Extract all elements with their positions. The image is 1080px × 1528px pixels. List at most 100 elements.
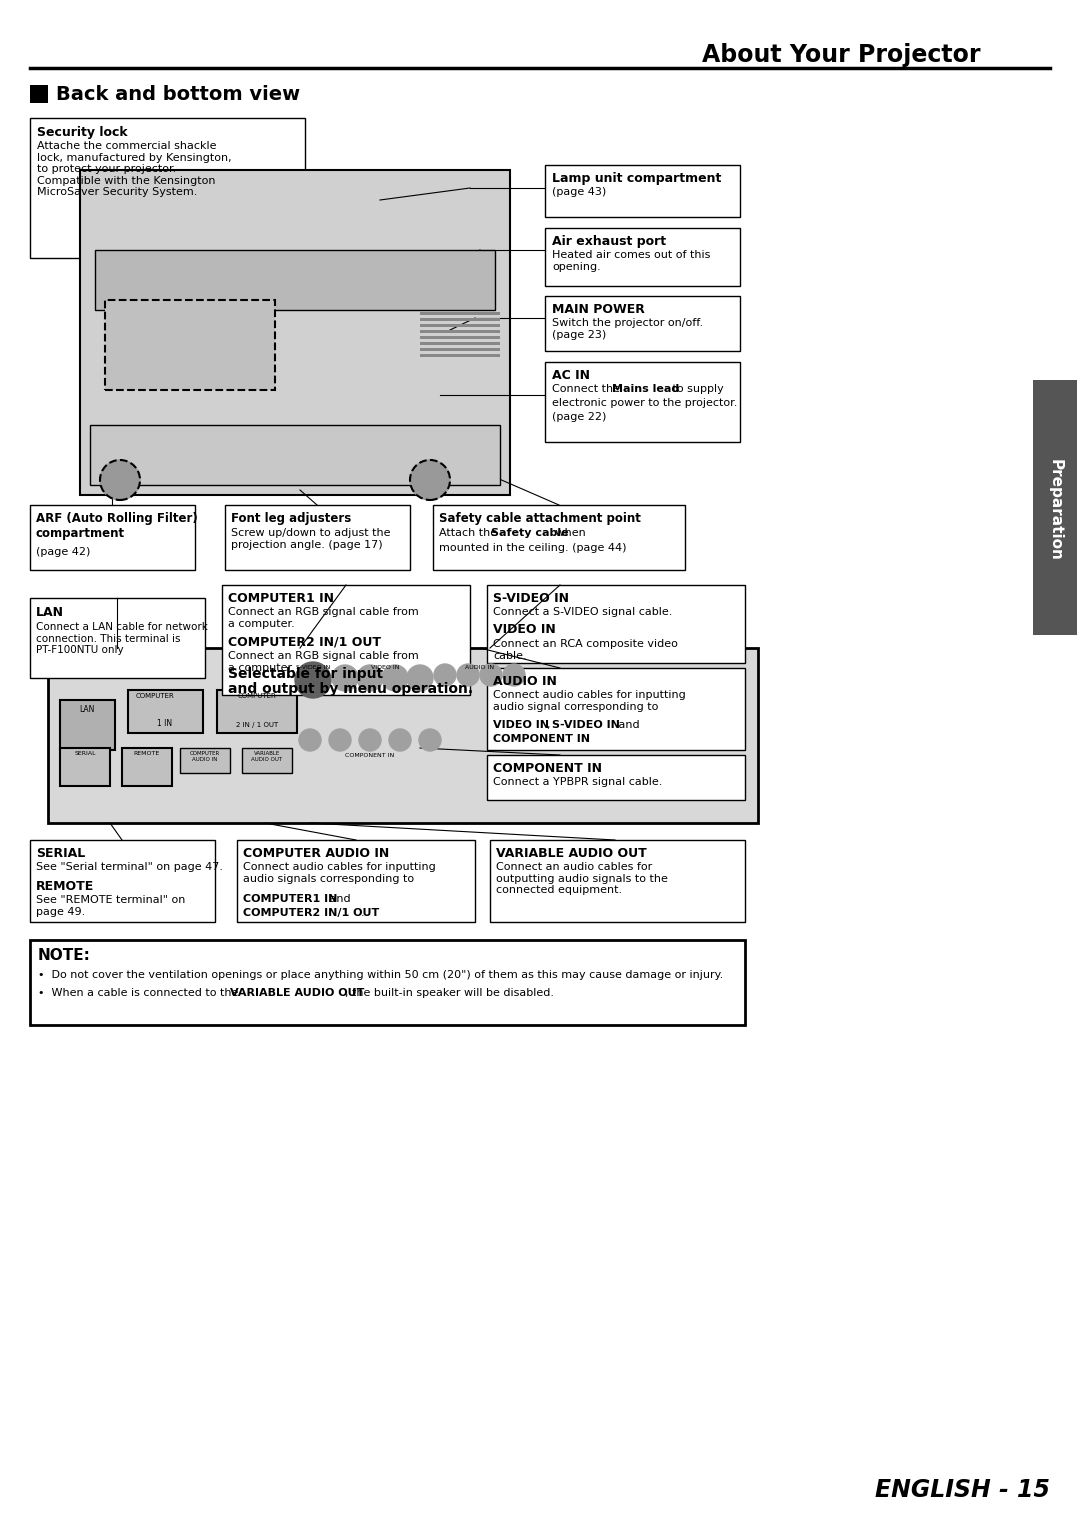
Circle shape [457, 665, 480, 686]
Bar [420, 324, 500, 327]
Bar [180, 749, 230, 773]
Text: Security lock: Security lock [37, 125, 127, 139]
Bar [487, 585, 745, 663]
Text: See "REMOTE terminal" on
page 49.: See "REMOTE terminal" on page 49. [36, 895, 186, 917]
Circle shape [480, 665, 502, 686]
Text: •  When a cable is connected to the: • When a cable is connected to the [38, 989, 242, 998]
Circle shape [332, 665, 357, 691]
Text: Attach the: Attach the [438, 529, 501, 538]
Bar [420, 330, 500, 333]
Text: Connect an audio cables for
outputting audio signals to the
connected equipment.: Connect an audio cables for outputting a… [496, 862, 667, 895]
Bar [433, 504, 685, 570]
Bar [242, 749, 292, 773]
Circle shape [434, 665, 456, 686]
Bar [60, 700, 114, 750]
Bar [420, 336, 500, 339]
Text: Connect a YPBPR signal cable.: Connect a YPBPR signal cable. [492, 778, 662, 787]
Text: REMOTE: REMOTE [36, 880, 94, 892]
Circle shape [295, 662, 330, 698]
Circle shape [419, 729, 441, 750]
Circle shape [329, 729, 351, 750]
Text: , the built-in speaker will be disabled.: , the built-in speaker will be disabled. [345, 989, 554, 998]
Text: AUDIO IN: AUDIO IN [492, 675, 557, 688]
Bar [90, 425, 500, 484]
Text: Switch the projector on/off.
(page 23): Switch the projector on/off. (page 23) [552, 318, 703, 339]
Text: COMPUTER2 IN/1 OUT: COMPUTER2 IN/1 OUT [243, 908, 379, 918]
Text: SERIAL: SERIAL [36, 847, 85, 860]
Text: VIDEO IN: VIDEO IN [492, 720, 549, 730]
Text: AUDIO IN: AUDIO IN [465, 665, 495, 669]
Text: COMPUTER: COMPUTER [136, 694, 174, 698]
Bar [545, 228, 740, 286]
Bar [30, 940, 745, 1025]
Bar [30, 840, 215, 921]
Circle shape [410, 460, 450, 500]
Text: AC IN: AC IN [552, 368, 590, 382]
Bar [420, 348, 500, 351]
Text: mounted in the ceiling. (page 44): mounted in the ceiling. (page 44) [438, 542, 626, 553]
Text: ARF (Auto Rolling Filter)
compartment: ARF (Auto Rolling Filter) compartment [36, 512, 198, 539]
Text: Connect audio cables for inputting
audio signal corresponding to: Connect audio cables for inputting audio… [492, 691, 686, 712]
Text: Connect an RCA composite video
cable.: Connect an RCA composite video cable. [492, 639, 678, 660]
Text: to supply: to supply [669, 384, 724, 394]
Bar [105, 299, 275, 390]
Bar [30, 118, 305, 258]
Text: (page 42): (page 42) [36, 547, 91, 558]
Text: ENGLISH - 15: ENGLISH - 15 [875, 1478, 1050, 1502]
Text: MAIN POWER: MAIN POWER [552, 303, 645, 316]
Text: About Your Projector: About Your Projector [702, 43, 980, 67]
Text: COMPONENT IN: COMPONENT IN [492, 762, 602, 775]
Text: See "Serial terminal" on page 47.: See "Serial terminal" on page 47. [36, 862, 222, 872]
Bar [30, 597, 205, 678]
Text: and output by menu operation.: and output by menu operation. [228, 681, 473, 695]
Text: LAN: LAN [79, 704, 95, 714]
Text: Font leg adjusters: Font leg adjusters [231, 512, 351, 526]
Bar [60, 749, 110, 785]
Bar [30, 504, 195, 570]
Bar [129, 691, 203, 733]
Circle shape [359, 729, 381, 750]
Text: 2 IN / 1 OUT: 2 IN / 1 OUT [235, 723, 279, 727]
Text: Connect the: Connect the [552, 384, 623, 394]
Text: ,: , [546, 720, 554, 730]
Text: .: . [586, 733, 590, 744]
Bar [487, 668, 745, 750]
Bar [225, 504, 410, 570]
Bar [122, 749, 172, 785]
Text: S-VIDEO IN: S-VIDEO IN [492, 591, 569, 605]
Text: VARIABLE
AUDIO OUT: VARIABLE AUDIO OUT [252, 750, 283, 762]
Bar [420, 342, 500, 345]
Text: REMOTE: REMOTE [134, 750, 160, 756]
Text: (page 43): (page 43) [552, 186, 606, 197]
Text: .: . [361, 908, 365, 918]
Bar [80, 170, 510, 495]
Text: COMPUTER1 IN: COMPUTER1 IN [243, 894, 337, 905]
Text: •  Do not cover the ventilation openings or place anything within 50 cm (20") of: • Do not cover the ventilation openings … [38, 970, 724, 979]
Text: (page 22): (page 22) [552, 413, 606, 422]
Bar [420, 354, 500, 358]
Text: LAN: LAN [36, 607, 64, 619]
Text: Connect a S-VIDEO signal cable.: Connect a S-VIDEO signal cable. [492, 607, 673, 617]
Bar [420, 312, 500, 315]
Text: COMPUTER AUDIO IN: COMPUTER AUDIO IN [243, 847, 389, 860]
Text: VIDEO IN: VIDEO IN [492, 623, 556, 636]
Circle shape [357, 665, 383, 691]
Text: Preparation: Preparation [1048, 458, 1063, 561]
Text: Back and bottom view: Back and bottom view [56, 84, 300, 104]
Text: Mains lead: Mains lead [612, 384, 679, 394]
Text: and: and [615, 720, 639, 730]
Text: Connect an RGB signal cable from
a computer.: Connect an RGB signal cable from a compu… [228, 651, 419, 672]
Circle shape [100, 460, 140, 500]
Circle shape [407, 665, 433, 691]
Circle shape [382, 665, 408, 691]
Text: Heated air comes out of this
opening.: Heated air comes out of this opening. [552, 251, 711, 272]
Bar [545, 362, 740, 442]
Text: Attache the commercial shackle
lock, manufactured by Kensington,
to protect your: Attache the commercial shackle lock, man… [37, 141, 231, 197]
Bar [490, 840, 745, 921]
Text: Connect a LAN cable for network
connection. This terminal is
PT-F100NTU only: Connect a LAN cable for network connecti… [36, 622, 207, 656]
Text: electronic power to the projector.: electronic power to the projector. [552, 397, 738, 408]
Bar [48, 648, 758, 824]
Text: VARIABLE AUDIO OUT: VARIABLE AUDIO OUT [496, 847, 647, 860]
Text: COMPUTER
AUDIO IN: COMPUTER AUDIO IN [190, 750, 220, 762]
Bar [545, 165, 740, 217]
